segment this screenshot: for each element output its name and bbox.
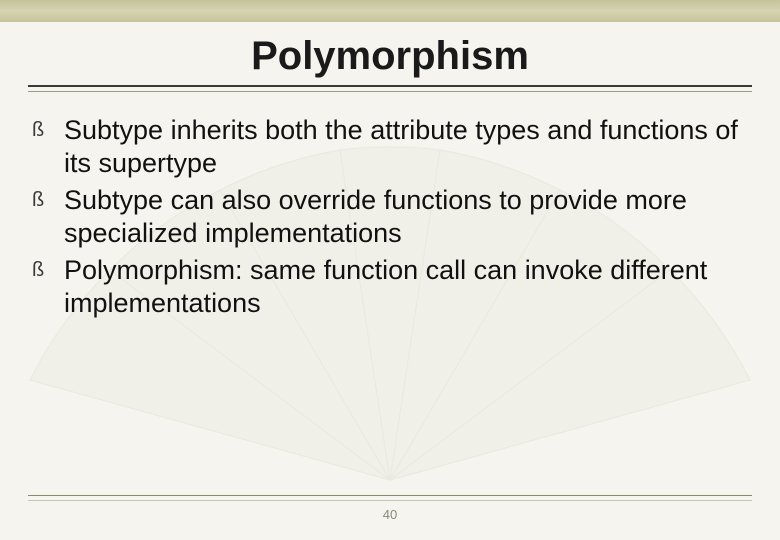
bullet-text: Polymorphism: same function call can inv…: [64, 254, 746, 320]
list-item: ß Subtype inherits both the attribute ty…: [30, 114, 746, 180]
bullet-list: ß Subtype inherits both the attribute ty…: [28, 114, 752, 320]
page-number: 40: [28, 507, 752, 522]
list-item: ß Polymorphism: same function call can i…: [30, 254, 746, 320]
slide-content: Polymorphism ß Subtype inherits both the…: [0, 0, 780, 540]
title-underline-thin: [28, 91, 752, 92]
bullet-arrow-icon: ß: [30, 184, 64, 217]
footer-rule-bottom: [28, 500, 752, 501]
bullet-arrow-icon: ß: [30, 114, 64, 147]
title-underline-thick: [28, 85, 752, 87]
list-item: ß Subtype can also override functions to…: [30, 184, 746, 250]
bullet-text: Subtype inherits both the attribute type…: [64, 114, 746, 180]
footer-rule-top: [28, 495, 752, 496]
bullet-text: Subtype can also override functions to p…: [64, 184, 746, 250]
slide-title: Polymorphism: [28, 34, 752, 85]
bullet-arrow-icon: ß: [30, 254, 64, 287]
slide-footer: 40: [28, 495, 752, 522]
